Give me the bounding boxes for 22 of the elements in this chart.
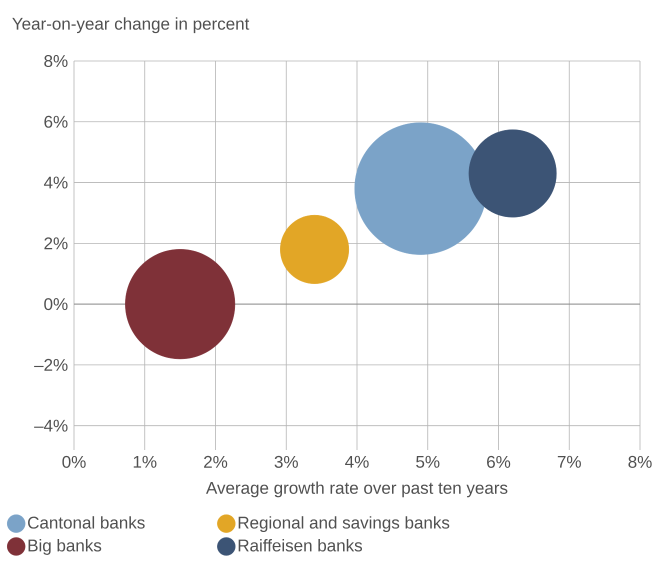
- legend-label: Regional and savings banks: [238, 516, 450, 532]
- x-tick-label: 0%: [62, 456, 86, 468]
- x-tick-label: 1%: [134, 456, 156, 468]
- y-tick-label: –2%: [34, 358, 68, 371]
- y-axis-title: Year-on-year change in percent: [12, 17, 250, 34]
- y-tick-label: 6%: [44, 116, 68, 128]
- x-axis-title: Average growth rate over past ten years: [206, 481, 508, 498]
- y-tick-label: –4%: [34, 420, 68, 432]
- x-tick-label: 7%: [558, 456, 581, 468]
- y-tick-label: 2%: [44, 237, 68, 250]
- legend-label: Raiffeisen banks: [238, 539, 362, 552]
- y-tick-label: 4%: [44, 176, 68, 189]
- legend-label: Cantonal banks: [28, 516, 145, 529]
- y-tick-label: 8%: [44, 54, 68, 68]
- x-tick-label: 8%: [628, 456, 652, 468]
- x-tick-label: 6%: [487, 456, 510, 468]
- x-tick-label: 3%: [274, 456, 298, 468]
- x-tick-label: 2%: [204, 456, 228, 468]
- legend-label: Big banks: [28, 539, 102, 555]
- x-tick-label: 4%: [345, 456, 369, 468]
- x-tick-label: 5%: [416, 456, 440, 468]
- y-tick-label: 0%: [44, 298, 68, 310]
